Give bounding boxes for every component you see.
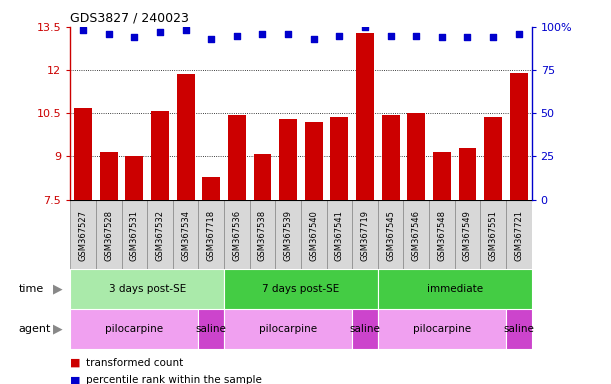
Bar [326, 200, 352, 269]
Point [207, 36, 216, 42]
Bar [506, 309, 532, 349]
Text: GDS3827 / 240023: GDS3827 / 240023 [70, 12, 189, 25]
Bar [96, 200, 122, 269]
Text: GSM367718: GSM367718 [207, 210, 216, 261]
Bar [74, 108, 92, 200]
Text: GSM367534: GSM367534 [181, 210, 190, 261]
Bar [202, 177, 220, 200]
Text: ■: ■ [70, 375, 81, 384]
Bar [276, 200, 301, 269]
Point [463, 34, 472, 40]
Bar [147, 200, 173, 269]
Bar [429, 200, 455, 269]
Point [232, 33, 242, 39]
Text: GSM367532: GSM367532 [155, 210, 164, 261]
Bar [173, 200, 199, 269]
Text: percentile rank within the sample: percentile rank within the sample [86, 375, 262, 384]
Text: GSM367538: GSM367538 [258, 210, 267, 261]
Bar [382, 115, 400, 200]
Bar [199, 309, 224, 349]
Bar [70, 269, 224, 309]
Text: GSM367527: GSM367527 [79, 210, 87, 261]
Text: agent: agent [18, 324, 51, 334]
Text: ▶: ▶ [53, 323, 63, 336]
Text: ▶: ▶ [53, 283, 63, 295]
Bar [480, 200, 506, 269]
Point [155, 29, 165, 35]
Bar [356, 33, 374, 200]
Text: GSM367536: GSM367536 [232, 210, 241, 261]
Bar [378, 309, 506, 349]
Text: GSM367541: GSM367541 [335, 210, 344, 261]
Point [360, 24, 370, 30]
Bar [228, 115, 246, 200]
Text: GSM367548: GSM367548 [437, 210, 447, 261]
Point [488, 34, 498, 40]
Bar [254, 154, 271, 200]
Bar [433, 152, 451, 200]
Point [181, 27, 191, 33]
Text: time: time [18, 284, 43, 294]
Point [386, 33, 395, 39]
Bar [199, 200, 224, 269]
Text: immediate: immediate [426, 284, 483, 294]
Point [130, 34, 139, 40]
Bar [125, 157, 144, 200]
Bar [250, 200, 276, 269]
Text: GSM367528: GSM367528 [104, 210, 113, 261]
Text: GSM367540: GSM367540 [309, 210, 318, 261]
Point [334, 33, 344, 39]
Text: 7 days post-SE: 7 days post-SE [262, 284, 340, 294]
Text: saline: saline [503, 324, 534, 334]
Text: GSM367545: GSM367545 [386, 210, 395, 261]
Point [309, 36, 318, 42]
Point [78, 27, 88, 33]
Point [104, 31, 114, 37]
Bar [151, 111, 169, 200]
Bar [352, 200, 378, 269]
Point [437, 34, 447, 40]
Bar [484, 117, 502, 200]
Bar [301, 200, 326, 269]
Bar [510, 73, 528, 200]
Bar [378, 200, 403, 269]
Text: saline: saline [349, 324, 381, 334]
Text: GSM367546: GSM367546 [412, 210, 421, 261]
Bar [305, 122, 323, 200]
Bar [224, 309, 352, 349]
Text: pilocarpine: pilocarpine [413, 324, 471, 334]
Point [411, 33, 421, 39]
Point [258, 31, 268, 37]
Bar [122, 200, 147, 269]
Text: GSM367719: GSM367719 [360, 210, 370, 261]
Text: pilocarpine: pilocarpine [259, 324, 317, 334]
Point [284, 31, 293, 37]
Point [514, 31, 524, 37]
Bar [458, 148, 477, 200]
Bar [224, 269, 378, 309]
Text: saline: saline [196, 324, 227, 334]
Bar [70, 309, 199, 349]
Text: GSM367721: GSM367721 [514, 210, 523, 261]
Bar [279, 119, 297, 200]
Text: transformed count: transformed count [86, 358, 183, 368]
Bar [378, 269, 532, 309]
Bar [455, 200, 480, 269]
Text: GSM367551: GSM367551 [489, 210, 497, 261]
Bar [331, 117, 348, 200]
Bar [224, 200, 250, 269]
Text: pilocarpine: pilocarpine [105, 324, 163, 334]
Text: GSM367549: GSM367549 [463, 210, 472, 261]
Bar [408, 113, 425, 200]
Text: GSM367539: GSM367539 [284, 210, 293, 261]
Bar [100, 152, 118, 200]
Text: 3 days post-SE: 3 days post-SE [109, 284, 186, 294]
Text: GSM367531: GSM367531 [130, 210, 139, 261]
Text: ■: ■ [70, 358, 81, 368]
Bar [352, 309, 378, 349]
Bar [177, 74, 194, 200]
Bar [506, 200, 532, 269]
Bar [70, 200, 96, 269]
Bar [403, 200, 429, 269]
